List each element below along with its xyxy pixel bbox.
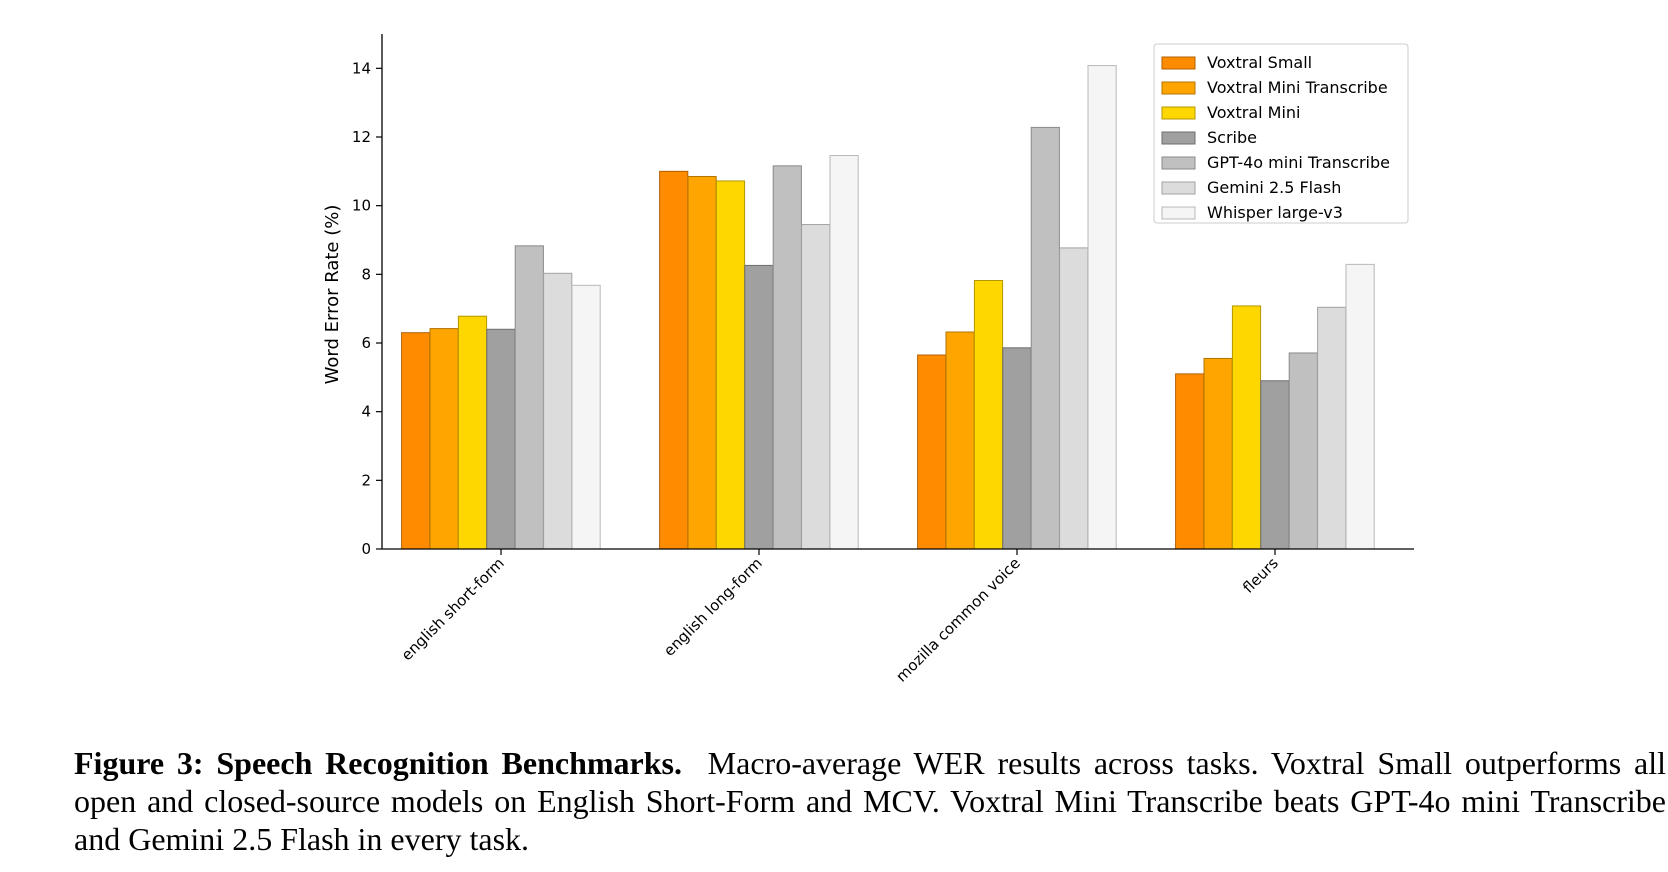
bar-5-0 [543, 272, 573, 550]
legend: Voxtral Small Voxtral Mini Transcribe Voxt… [1153, 43, 1409, 224]
y-tick-label-4: 8 [361, 265, 371, 283]
x-tick-label-1: english long-form [660, 554, 766, 660]
bar-6-3 [1345, 263, 1375, 550]
legend-label-3: Scribe [1207, 128, 1257, 147]
legend-label-2: Voxtral Mini [1207, 103, 1301, 122]
x-tick-label-2: mozilla common voice [892, 554, 1023, 685]
y-tick-label-6: 12 [352, 128, 371, 146]
bar-3-1 [744, 264, 774, 550]
legend-label-1: Voxtral Mini Transcribe [1207, 78, 1388, 97]
bar-1-1 [687, 175, 717, 550]
bar-3-2 [1002, 347, 1032, 550]
bar-1-3 [1203, 357, 1233, 550]
bar-chart: 0 2 4 6 8 10 12 14 Word Error Rate (%) english sh… [322, 34, 1414, 686]
y-tick-label-7: 14 [352, 59, 371, 77]
legend-label-5: Gemini 2.5 Flash [1207, 178, 1341, 197]
y-tick-label-1: 2 [361, 471, 371, 489]
x-tick-label-3: fleurs [1239, 554, 1282, 597]
bars-layer [401, 65, 1375, 550]
bar-1-2 [945, 331, 975, 550]
legend-swatch-4 [1161, 156, 1196, 170]
x-tick-label-0: english short-form [398, 554, 508, 664]
legend-swatch-6 [1161, 206, 1196, 220]
bar-4-3 [1288, 352, 1318, 550]
bar-4-0 [514, 245, 544, 550]
figure-caption: Figure 3: Speech Recognition Benchmarks.… [74, 744, 1666, 858]
bar-0-1 [659, 170, 689, 550]
legend-swatch-3 [1161, 131, 1196, 145]
legend-label-0: Voxtral Small [1207, 53, 1312, 72]
y-tick-label-5: 10 [352, 197, 371, 215]
bar-5-3 [1317, 306, 1347, 550]
legend-label-6: Whisper large-v3 [1207, 203, 1343, 222]
caption-text: Macro-average WER results across tasks. … [74, 745, 1667, 857]
bar-4-1 [772, 165, 802, 550]
bar-4-2 [1030, 126, 1060, 550]
bar-0-3 [1175, 373, 1205, 550]
y-tick-label-0: 0 [361, 540, 371, 558]
bar-0-2 [917, 354, 947, 550]
bar-0-0 [401, 332, 431, 550]
bar-3-3 [1260, 380, 1290, 550]
legend-swatch-0 [1161, 56, 1196, 70]
bar-3-0 [486, 328, 516, 550]
legend-swatch-2 [1161, 106, 1196, 120]
legend-swatch-1 [1161, 81, 1196, 95]
y-tick-label-3: 6 [361, 334, 371, 352]
chart-area: 0 2 4 6 8 10 12 14 Word Error Rate (%) english sh… [322, 34, 1414, 686]
bar-2-2 [973, 280, 1004, 550]
bar-2-0 [457, 315, 488, 550]
bar-5-2 [1059, 247, 1089, 550]
legend-box [1153, 43, 1409, 224]
bar-2-3 [1231, 305, 1262, 550]
y-axis-label: Word Error Rate (%) [322, 205, 343, 385]
legend-label-4: GPT-4o mini Transcribe [1207, 153, 1390, 172]
bar-5-1 [801, 224, 831, 550]
bar-1-0 [429, 328, 459, 550]
legend-swatch-5 [1161, 181, 1196, 195]
y-tick-label-2: 4 [361, 403, 371, 421]
caption-label: Figure 3: Speech Recognition Benchmarks. [74, 745, 683, 781]
bar-6-1 [829, 155, 859, 550]
bar-6-0 [571, 284, 601, 550]
bar-6-2 [1087, 65, 1117, 550]
bar-2-1 [715, 180, 746, 550]
